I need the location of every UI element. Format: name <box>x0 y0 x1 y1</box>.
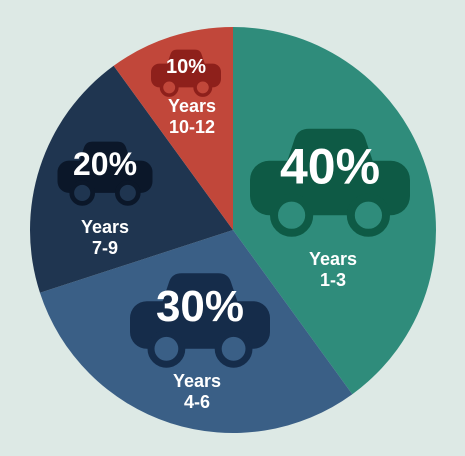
percent-label: 20% <box>73 146 137 182</box>
car-wheel <box>114 180 141 206</box>
slice-label: Years 10-12 <box>167 96 217 137</box>
percent-label: 40% <box>280 139 380 195</box>
car-cabin <box>166 49 206 67</box>
car-cabin <box>285 128 375 168</box>
slice-label: Years 7-9 <box>80 217 130 258</box>
car-cabin <box>160 273 240 307</box>
car-wheel <box>270 193 314 237</box>
car-cabin <box>78 141 132 165</box>
car-wheel <box>159 77 179 97</box>
car-wheel <box>346 193 391 237</box>
car-icon <box>57 141 153 206</box>
car-wheel <box>193 77 213 97</box>
percent-label: 10% <box>166 56 206 78</box>
car-icon <box>151 49 221 97</box>
percent-label: 30% <box>156 282 244 331</box>
car-wheel <box>69 180 96 206</box>
car-wheel <box>214 329 253 368</box>
car-wheel <box>147 329 186 368</box>
slice-label: Years 4-6 <box>172 371 222 412</box>
car-icon <box>130 273 270 368</box>
slice-label: Years 1-3 <box>308 249 358 290</box>
car-icon <box>250 128 410 237</box>
